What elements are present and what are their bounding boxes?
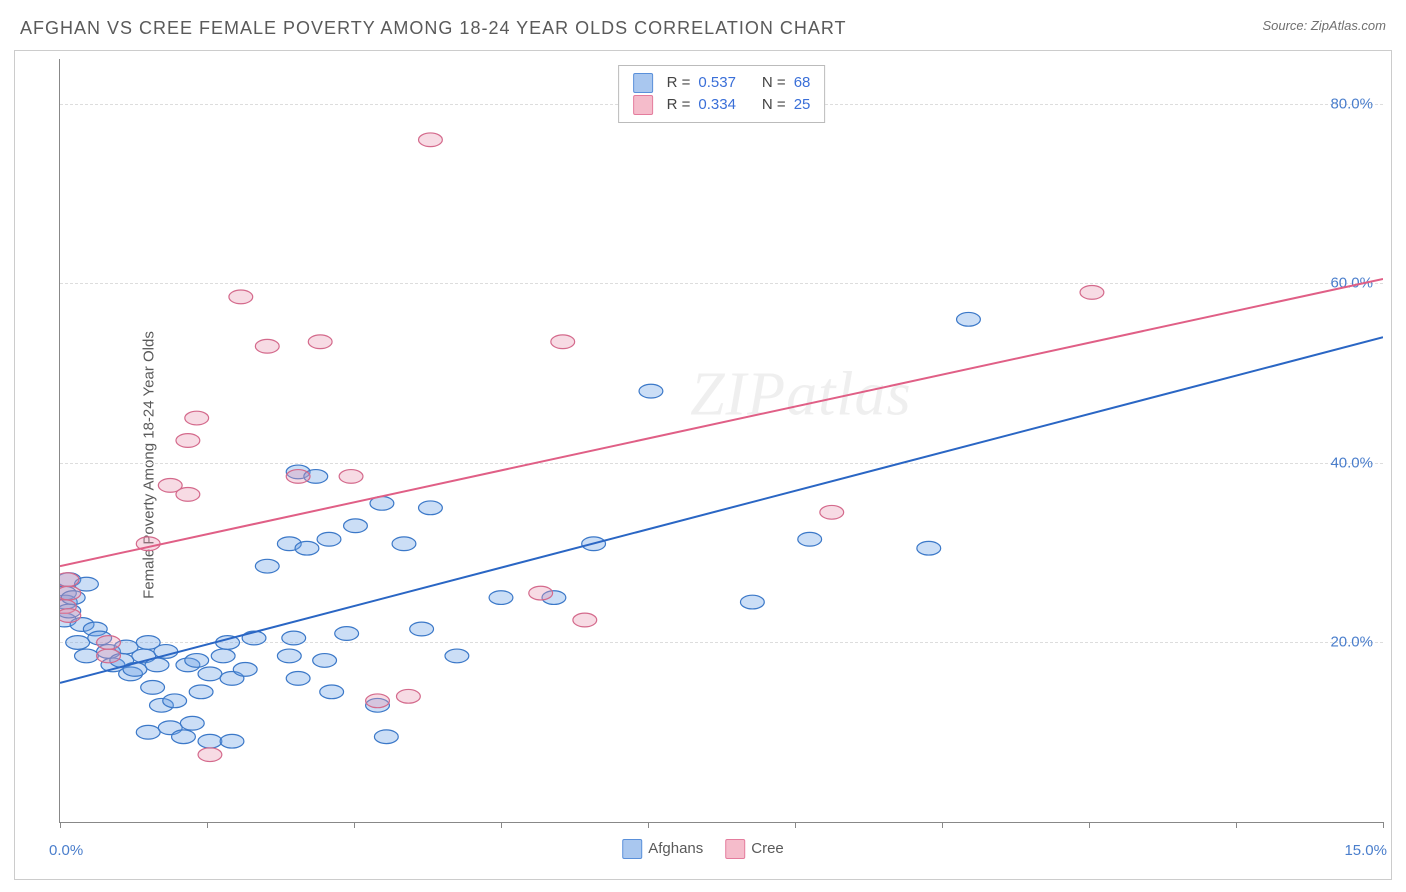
data-point: [410, 622, 434, 636]
data-point: [419, 133, 443, 147]
data-point: [820, 505, 844, 519]
data-point: [176, 487, 200, 501]
series-legend: Afghans Cree: [622, 839, 784, 859]
data-point: [313, 654, 337, 668]
data-point: [198, 667, 222, 681]
data-point: [255, 339, 279, 353]
scatter-plot: [60, 59, 1383, 822]
data-point: [445, 649, 469, 663]
data-point: [286, 470, 310, 484]
swatch-cree-icon: [633, 95, 653, 115]
data-point: [551, 335, 575, 349]
data-point: [277, 649, 301, 663]
swatch-afghans-icon: [622, 839, 642, 859]
data-point: [185, 654, 209, 668]
data-point: [335, 627, 359, 641]
data-point: [220, 734, 244, 748]
data-point: [185, 411, 209, 425]
data-point: [97, 649, 121, 663]
data-point: [917, 541, 941, 555]
data-point: [798, 532, 822, 546]
data-point: [339, 470, 363, 484]
data-point: [189, 685, 213, 699]
x-tick: [1236, 822, 1237, 828]
data-point: [366, 694, 390, 708]
data-point: [295, 541, 319, 555]
data-point: [320, 685, 344, 699]
data-point: [60, 609, 81, 623]
trend-line: [60, 279, 1383, 566]
data-point: [957, 312, 981, 326]
data-point: [60, 586, 81, 600]
plot-area: ZIPatlas R = 0.537 N = 68 R = 0.334 N = …: [59, 59, 1383, 823]
x-tick: [942, 822, 943, 828]
data-point: [136, 725, 160, 739]
stats-row-afghans: R = 0.537 N = 68: [633, 72, 811, 94]
data-point: [141, 680, 165, 694]
data-point: [740, 595, 764, 609]
data-point: [198, 734, 222, 748]
data-point: [344, 519, 368, 533]
x-tick: [60, 822, 61, 828]
data-point: [374, 730, 398, 744]
x-tick: [1383, 822, 1384, 828]
data-point: [317, 532, 341, 546]
stats-row-cree: R = 0.334 N = 25: [633, 94, 811, 116]
data-point: [163, 694, 187, 708]
data-point: [396, 689, 420, 703]
x-tick: [648, 822, 649, 828]
data-point: [97, 636, 121, 650]
data-point: [489, 591, 513, 605]
trend-line: [60, 337, 1383, 683]
data-point: [255, 559, 279, 573]
chart-title: AFGHAN VS CREE FEMALE POVERTY AMONG 18-2…: [20, 18, 847, 39]
data-point: [529, 586, 553, 600]
x-axis-max: 15.0%: [1344, 842, 1387, 859]
chart-container: Female Poverty Among 18-24 Year Olds ZIP…: [14, 50, 1392, 880]
data-point: [573, 613, 597, 627]
x-tick: [207, 822, 208, 828]
x-tick: [501, 822, 502, 828]
data-point: [66, 636, 90, 650]
data-point: [282, 631, 306, 645]
x-tick: [1089, 822, 1090, 828]
data-point: [229, 290, 253, 304]
data-point: [180, 716, 204, 730]
stats-legend: R = 0.537 N = 68 R = 0.334 N = 25: [618, 65, 826, 123]
data-point: [639, 384, 663, 398]
data-point: [308, 335, 332, 349]
swatch-afghans-icon: [633, 73, 653, 93]
x-axis-min: 0.0%: [49, 842, 83, 859]
data-point: [1080, 286, 1104, 300]
source-attribution: Source: ZipAtlas.com: [1262, 18, 1386, 33]
swatch-cree-icon: [725, 839, 745, 859]
x-tick: [354, 822, 355, 828]
data-point: [211, 649, 235, 663]
data-point: [419, 501, 443, 515]
data-point: [154, 645, 178, 659]
data-point: [233, 663, 257, 677]
data-point: [176, 434, 200, 448]
data-point: [286, 672, 310, 686]
data-point: [172, 730, 196, 744]
data-point: [392, 537, 416, 551]
x-tick: [795, 822, 796, 828]
legend-item-afghans: Afghans: [622, 839, 703, 859]
legend-item-cree: Cree: [725, 839, 784, 859]
data-point: [60, 573, 79, 587]
data-point: [75, 649, 99, 663]
data-point: [198, 748, 222, 762]
